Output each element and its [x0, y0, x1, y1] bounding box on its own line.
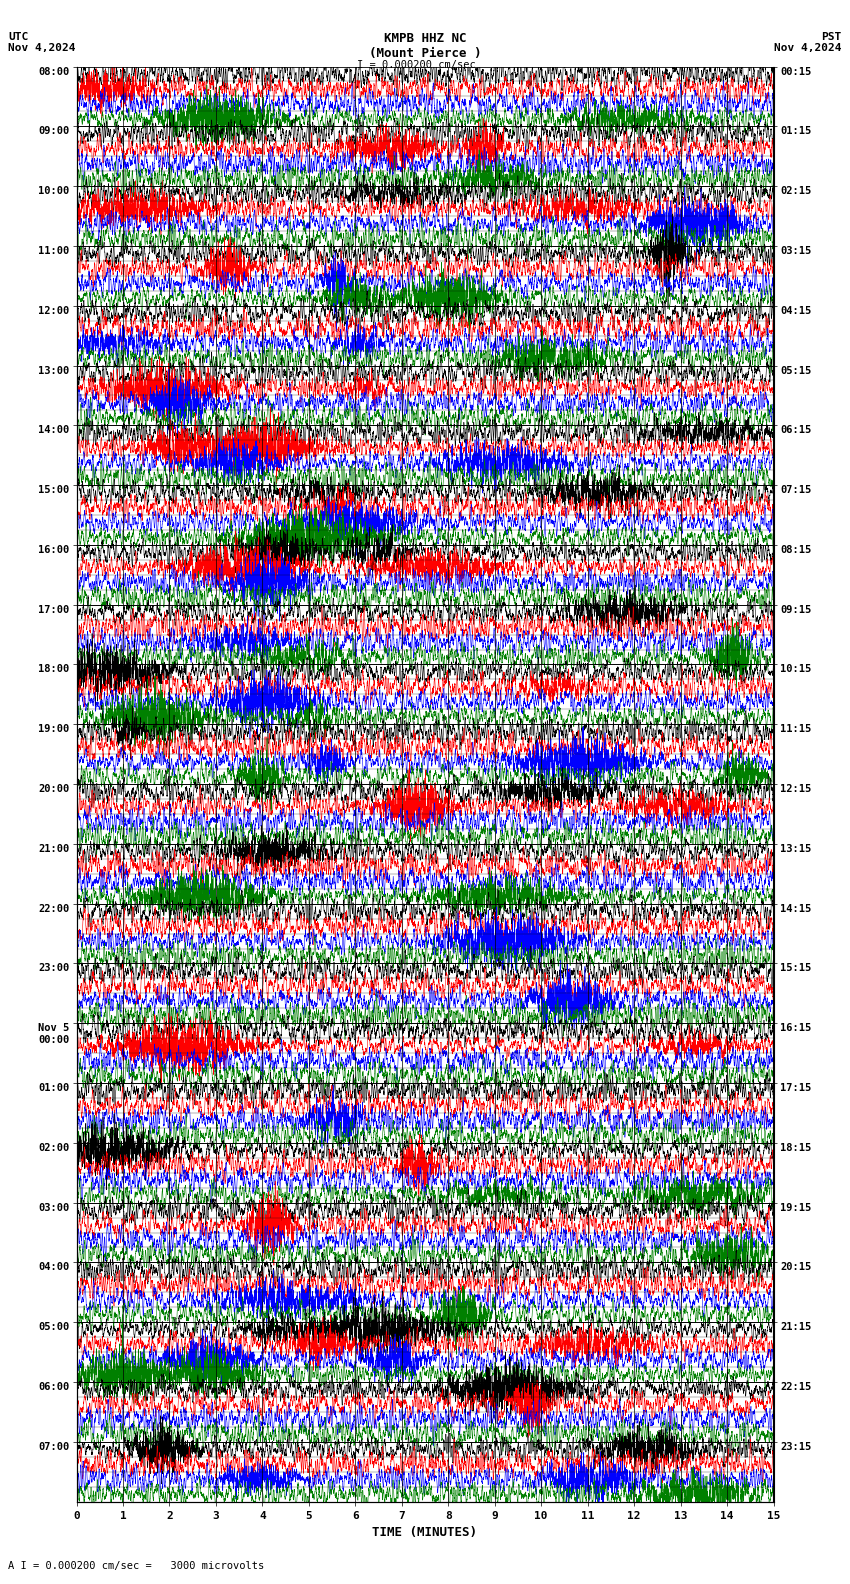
Text: KMPB HHZ NC
(Mount Pierce ): KMPB HHZ NC (Mount Pierce ): [369, 32, 481, 60]
Text: I = 0.000200 cm/sec: I = 0.000200 cm/sec: [357, 60, 476, 70]
Text: A I = 0.000200 cm/sec =   3000 microvolts: A I = 0.000200 cm/sec = 3000 microvolts: [8, 1562, 264, 1571]
X-axis label: TIME (MINUTES): TIME (MINUTES): [372, 1527, 478, 1540]
Text: PST
Nov 4,2024: PST Nov 4,2024: [774, 32, 842, 54]
Text: UTC
Nov 4,2024: UTC Nov 4,2024: [8, 32, 76, 54]
